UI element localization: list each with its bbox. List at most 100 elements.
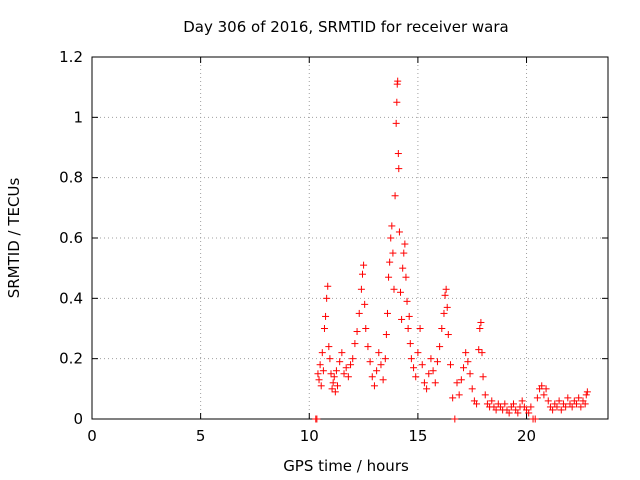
data-point: [478, 349, 486, 357]
x-tick-label: 20: [517, 427, 536, 445]
data-point: [453, 379, 461, 387]
y-tick-label: 0: [73, 410, 83, 428]
data-point: [583, 388, 591, 396]
data-point: [331, 388, 339, 396]
data-point: [314, 370, 322, 378]
data-point: [414, 349, 422, 357]
data-point: [394, 77, 402, 85]
data-point: [581, 400, 589, 408]
data-point: [557, 406, 565, 414]
data-point: [395, 228, 403, 236]
data-point: [334, 382, 342, 390]
data-point: [441, 291, 449, 299]
data-point: [436, 343, 444, 351]
data-point: [383, 309, 391, 317]
data-point: [344, 373, 352, 381]
data-point: [342, 364, 350, 372]
data-point: [476, 325, 484, 332]
data-point: [400, 249, 408, 257]
y-tick-label: 1.2: [59, 48, 83, 66]
data-point: [318, 349, 326, 357]
data-point: [572, 400, 580, 408]
data-point: [325, 343, 333, 351]
data-point: [327, 370, 335, 378]
y-axis-label: SRMTID / TECUs: [5, 178, 23, 299]
data-point: [418, 361, 426, 369]
data-point: [479, 373, 487, 381]
data-point: [390, 285, 398, 293]
data-point: [368, 373, 376, 381]
data-point: [440, 309, 448, 317]
y-tick-label: 1: [73, 108, 83, 126]
data-point: [466, 370, 474, 378]
data-point: [382, 331, 390, 339]
data-point: [330, 373, 338, 381]
data-point: [481, 391, 489, 399]
ticks: 0 5 10 15 20 0 0.2 0.4 0.6 0.8 1 1.2: [59, 48, 608, 445]
data-point: [477, 318, 485, 326]
data-point: [412, 373, 420, 381]
data-point: [398, 315, 406, 323]
data-point: [568, 403, 576, 411]
data-point: [449, 394, 457, 402]
data-point: [360, 261, 368, 269]
data-point: [457, 376, 465, 384]
data-point: [542, 385, 550, 393]
data-point: [358, 270, 366, 278]
data-point: [442, 285, 450, 293]
data-point: [464, 358, 472, 366]
data-point: [405, 312, 413, 320]
data-point: [488, 397, 496, 405]
data-point: [385, 273, 393, 281]
data-point: [425, 370, 433, 378]
data-point: [340, 370, 348, 378]
data-point: [438, 325, 446, 332]
data-point: [326, 355, 334, 363]
data-point: [322, 312, 330, 320]
x-tick-label: 15: [408, 427, 427, 445]
data-point: [379, 376, 387, 384]
data-point: [313, 415, 321, 423]
data-point: [553, 403, 561, 411]
data-point: [555, 397, 563, 405]
data-point: [549, 406, 557, 414]
data-point: [514, 409, 522, 417]
data-point: [582, 391, 590, 399]
data-point: [386, 258, 394, 266]
data-point: [370, 382, 378, 390]
data-point: [399, 264, 407, 272]
data-point: [401, 240, 409, 248]
data-point: [562, 403, 570, 411]
data-point: [446, 361, 454, 369]
data-point: [451, 415, 459, 423]
y-tick-label: 0.2: [59, 350, 83, 368]
data-point: [349, 355, 357, 363]
data-point: [410, 364, 418, 372]
x-tick-label: 0: [87, 427, 97, 445]
data-point: [455, 391, 463, 399]
data-point: [416, 325, 424, 332]
data-point: [338, 349, 346, 357]
chart-title: Day 306 of 2016, SRMTID for receiver war…: [183, 18, 508, 36]
data-point: [575, 394, 583, 402]
data-point: [403, 297, 411, 305]
data-point: [351, 340, 359, 348]
data-point: [460, 364, 468, 372]
data-point: [377, 361, 385, 369]
data-point: [404, 325, 412, 332]
data-point: [544, 397, 552, 405]
data-point: [389, 249, 397, 257]
data-point: [317, 382, 325, 390]
data-point: [355, 309, 363, 317]
y-tick-label: 0.6: [59, 229, 83, 247]
data-point: [336, 358, 344, 366]
data-point: [468, 385, 476, 393]
data-point: [433, 358, 441, 366]
data-point: [375, 349, 383, 357]
grid: [92, 57, 608, 419]
data-point: [388, 222, 396, 230]
data-point: [402, 273, 410, 281]
data-point: [429, 367, 437, 375]
data-point: [332, 367, 340, 375]
data-point: [324, 282, 332, 290]
